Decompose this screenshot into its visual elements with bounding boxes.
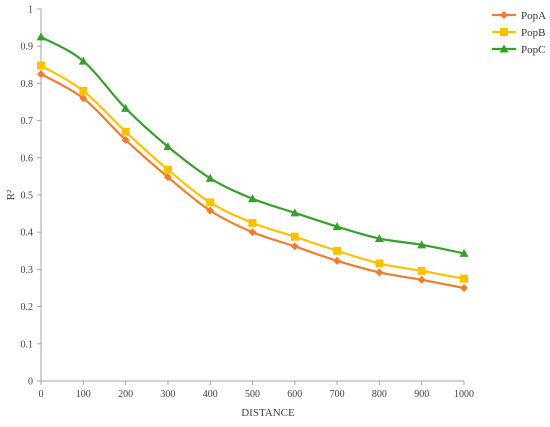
axes: 0 0.1 0.2 0.3 0.4 0.5 0.6 0.7 0.8 0.9 1 0 100 200 300 4… <box>21 5 475 401</box>
legend-item-popc: PopC <box>492 44 545 56</box>
data-point-popb <box>79 86 88 95</box>
data-point-popb <box>248 218 257 227</box>
y-tick-label: 1 <box>28 5 33 16</box>
data-point-popa <box>206 206 215 215</box>
data-point-popc <box>205 173 215 182</box>
y-tick-label: 0.9 <box>21 42 34 53</box>
x-tick-label: 800 <box>372 389 387 400</box>
data-point-popc <box>332 222 342 231</box>
x-tick-label: 400 <box>203 389 218 400</box>
x-tick-label: 1000 <box>454 389 474 400</box>
legend-marker-popa <box>500 11 508 19</box>
data-point-popc <box>374 234 384 243</box>
x-tick-label: 700 <box>330 389 345 400</box>
data-point-popb <box>417 266 426 275</box>
data-point-popc <box>248 194 257 203</box>
data-point-popa <box>417 275 426 284</box>
legend-label-popa: PopA <box>521 10 546 22</box>
x-tick-label: 100 <box>76 389 91 400</box>
x-tick-label: 500 <box>245 389 260 400</box>
data-point-popc <box>36 32 46 41</box>
data-point-popb <box>460 274 468 283</box>
y-tick-label: 0.8 <box>21 79 34 90</box>
data-point-popb <box>206 198 215 207</box>
series-line-popb <box>40 64 465 280</box>
x-tick-label: 600 <box>287 389 302 400</box>
data-point-popb <box>290 232 299 241</box>
x-tick-label: 0 <box>39 389 44 400</box>
data-point-popa <box>248 228 257 237</box>
x-tick-label: 300 <box>160 389 175 400</box>
series-layer <box>36 32 469 292</box>
data-point-popa <box>37 70 45 79</box>
data-point-popb <box>121 127 130 136</box>
data-point-popc <box>78 56 88 65</box>
legend: PopA PopB PopC <box>492 10 546 56</box>
series-popb <box>37 61 468 283</box>
series-line-popa <box>40 73 465 290</box>
data-point-popa <box>163 173 172 182</box>
y-axis-title: R² <box>5 189 17 200</box>
data-point-popc <box>290 208 300 217</box>
legend-label-popb: PopB <box>521 27 545 39</box>
data-point-popc <box>163 142 173 151</box>
y-tick-label: 0.5 <box>21 191 34 202</box>
y-tick-label: 0.3 <box>21 265 34 276</box>
data-point-popb <box>37 61 45 70</box>
data-point-popc <box>121 103 131 112</box>
data-point-popa <box>290 242 299 251</box>
series-popa <box>37 70 468 292</box>
legend-item-popb: PopB <box>492 27 545 39</box>
y-tick-label: 0.1 <box>21 339 34 350</box>
series-popc <box>36 32 469 257</box>
data-point-popb <box>375 259 384 268</box>
data-point-popb <box>333 246 342 255</box>
y-tick-label: 0.7 <box>21 116 34 127</box>
x-tick-label: 900 <box>414 389 429 400</box>
legend-item-popa: PopA <box>492 10 546 22</box>
x-tick-label: 200 <box>118 389 133 400</box>
y-tick-label: 0.4 <box>21 228 34 239</box>
data-point-popb <box>163 165 172 174</box>
data-point-popc <box>417 240 427 249</box>
y-tick-label: 0.2 <box>21 302 34 313</box>
y-tick-label: 0 <box>28 377 33 388</box>
data-point-popa <box>333 256 342 265</box>
data-point-popa <box>121 135 130 144</box>
legend-label-popc: PopC <box>521 44 545 56</box>
data-point-popa <box>460 284 468 292</box>
data-point-popa <box>375 268 384 277</box>
x-axis-title: DISTANCE <box>241 407 295 419</box>
legend-marker-popb <box>500 28 508 36</box>
legend-marker-popc <box>499 44 509 53</box>
y-tick-label: 0.6 <box>21 153 34 164</box>
data-point-popc <box>459 248 469 257</box>
data-point-popa <box>79 94 88 103</box>
